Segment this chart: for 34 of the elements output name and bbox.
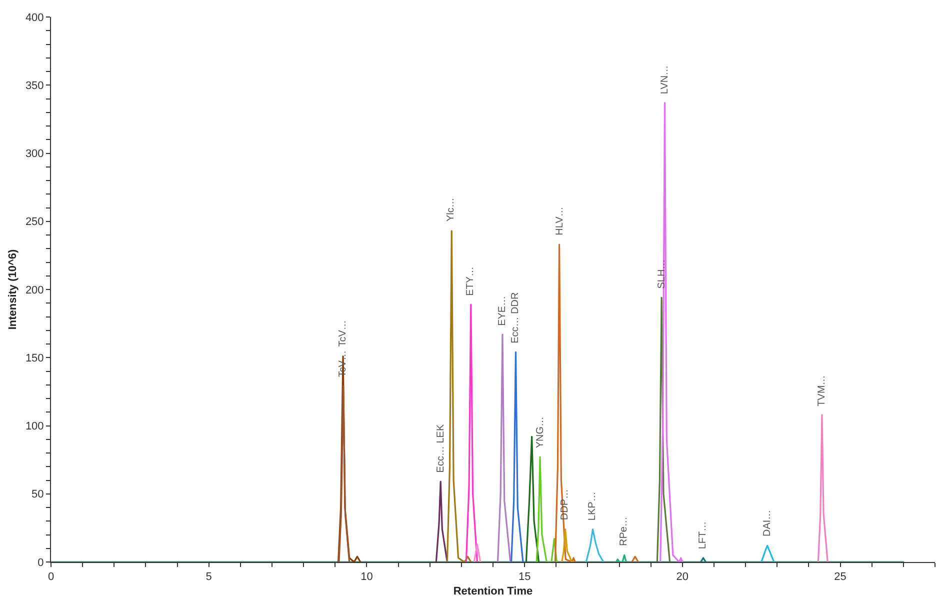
x-tick-label: 5 xyxy=(206,571,212,584)
annotation: YNG… xyxy=(534,416,546,448)
annotation: Ecc… DDR xyxy=(510,292,522,344)
y-axis-title: Intensity (10^6) xyxy=(7,248,20,330)
x-tick-label: 0 xyxy=(48,571,54,584)
x-axis-title: Retention Time xyxy=(453,585,533,598)
y-tick-label: 250 xyxy=(25,216,44,228)
annotation: SLH… xyxy=(656,259,668,289)
y-tick-label: 300 xyxy=(25,148,44,160)
y-tick-label: 0 xyxy=(38,556,44,569)
y-tick-label: 50 xyxy=(32,488,44,501)
annotation: Ecc… LEK xyxy=(435,424,446,473)
annotation: TcV… xyxy=(338,350,349,378)
annotation: RPe… xyxy=(618,516,630,546)
annotation: HLV… xyxy=(554,206,566,236)
annotation: DAI… xyxy=(762,510,774,537)
annotation: ETY… xyxy=(464,266,476,296)
x-tick-label: 15 xyxy=(518,571,531,584)
annotation: TVM… xyxy=(816,375,828,406)
annotation: EYE… xyxy=(497,296,508,326)
y-tick-label: 100 xyxy=(25,420,44,433)
x-tick-label: 10 xyxy=(360,571,373,584)
x-tick-label: 25 xyxy=(834,571,846,584)
y-tick-label: 350 xyxy=(25,80,44,92)
y-tick-label: 150 xyxy=(25,352,44,364)
x-tick-label: 20 xyxy=(676,571,689,584)
annotation: LFT… xyxy=(697,521,708,550)
annotation: Ylc… xyxy=(446,198,457,222)
annotation: DDP… xyxy=(560,488,570,520)
y-tick-label: 400 xyxy=(25,12,44,24)
annotation: LVN… xyxy=(659,65,670,94)
annotation: TcV… xyxy=(337,320,348,347)
annotation: LKP… xyxy=(586,492,598,521)
y-tick-label: 200 xyxy=(25,284,44,296)
